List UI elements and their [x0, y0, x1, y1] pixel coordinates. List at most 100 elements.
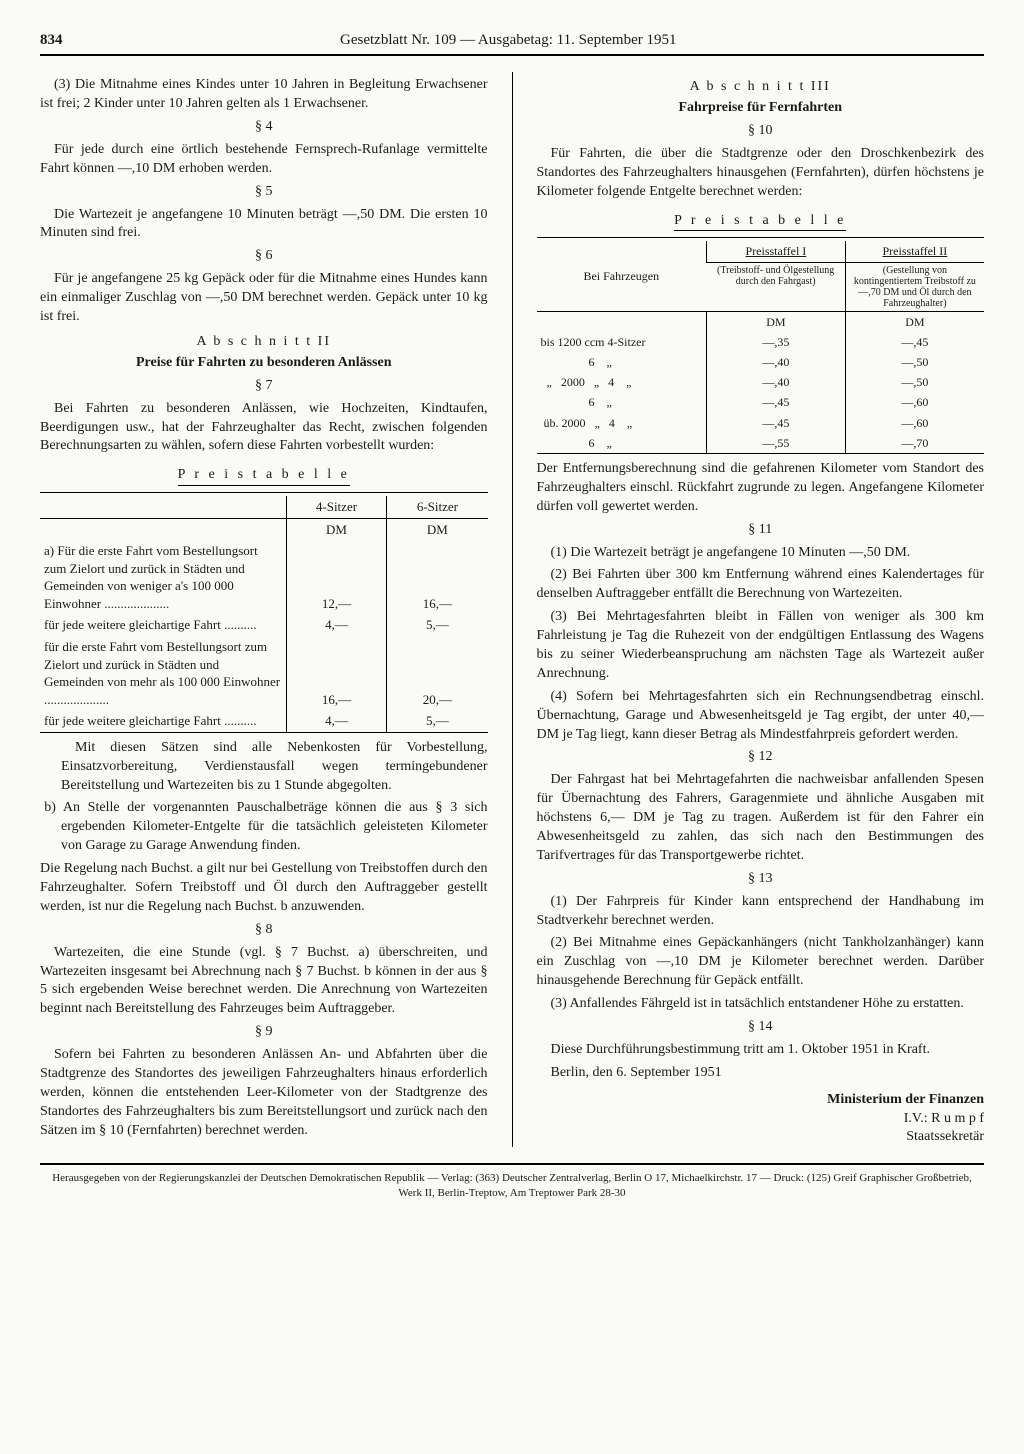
t2-subhead-2: (Gestellung von kontingentiertem Treibst…: [845, 262, 984, 311]
section-8-text: Wartezeiten, die eine Stunde (vgl. § 7 B…: [40, 944, 488, 1020]
t2-row-3-desc: 6 „: [537, 392, 707, 412]
section-9-marker: § 9: [40, 1023, 488, 1042]
t1-row-2-c1: 16,—: [286, 636, 387, 710]
content-columns: (3) Die Mitnahme eines Kindes unter 10 J…: [40, 72, 984, 1147]
section-4-marker: § 4: [40, 118, 488, 137]
abschnitt-2-heading: A b s c h n i t t II: [40, 333, 488, 352]
section-9-text: Sofern bei Fahrten zu besonderen Anlässe…: [40, 1046, 488, 1140]
t2-row-2-desc: „ 2000 „ 4 „: [537, 372, 707, 392]
t1-row-3-desc: für jede weitere gleichartige Fahrt ....…: [40, 710, 286, 732]
section-13-p3: (3) Anfallendes Fährgeld ist in tatsächl…: [537, 995, 985, 1014]
abschnitt-2-subheading: Preise für Fahrten zu besonderen Anlässe…: [40, 354, 488, 373]
preistabelle-2-title: P r e i s t a b e l l e: [674, 212, 846, 232]
t2-row-1-desc: 6 „: [537, 352, 707, 372]
signatory-iv: I.V.: R u m p f: [537, 1110, 985, 1129]
page-footer: Herausgegeben von der Regierungskanzlei …: [40, 1163, 984, 1201]
ministry-name: Ministerium der Finanzen: [537, 1091, 985, 1110]
left-column: (3) Die Mitnahme eines Kindes unter 10 J…: [40, 72, 488, 1147]
t2-row-0-c2: —,45: [845, 332, 984, 352]
t2-row-4-c1: —,45: [707, 413, 846, 433]
price-table-1: 4-Sitzer 6-Sitzer DM DM a) Für die erste…: [40, 496, 488, 733]
section-7-after-2: Die Regelung nach Buchst. a gilt nur bei…: [40, 860, 488, 917]
section-13-marker: § 13: [537, 870, 985, 889]
header-title: Gesetzblatt Nr. 109 — Ausgabetag: 11. Se…: [63, 30, 955, 50]
section-7-b: b) An Stelle der vorgenannten Pauschalbe…: [40, 799, 488, 856]
t2-row-5-desc: 6 „: [537, 433, 707, 454]
t2-dm-1: DM: [707, 311, 846, 332]
t2-row-4-desc: üb. 2000 „ 4 „: [537, 413, 707, 433]
section-4-text: Für jede durch eine örtlich bestehende F…: [40, 141, 488, 179]
page-header: 834 Gesetzblatt Nr. 109 — Ausgabetag: 11…: [40, 30, 984, 56]
t2-row-3-c1: —,45: [707, 392, 846, 412]
t1-row-2-c2: 20,—: [387, 636, 488, 710]
t2-row-2-c2: —,50: [845, 372, 984, 392]
para-3: (3) Die Mitnahme eines Kindes unter 10 J…: [40, 76, 488, 114]
section-7-text: Bei Fahrten zu besonderen Anlässen, wie …: [40, 400, 488, 457]
t1-row-1-c2: 5,—: [387, 614, 488, 636]
t1-row-3-c2: 5,—: [387, 710, 488, 732]
price-table-2: Bei Fahrzeugen Preisstaffel I Preisstaff…: [537, 241, 985, 454]
t1-row-0-desc: a) Für die erste Fahrt vom Bestellungsor…: [40, 540, 286, 614]
section-6-marker: § 6: [40, 247, 488, 266]
section-6-text: Für je angefangene 25 kg Gepäck oder für…: [40, 270, 488, 327]
section-5-marker: § 5: [40, 183, 488, 202]
abschnitt-3-heading: A b s c h n i t t III: [537, 78, 985, 97]
section-14-marker: § 14: [537, 1018, 985, 1037]
t2-dm-2: DM: [845, 311, 984, 332]
t1-row-0-c2: 16,—: [387, 540, 488, 614]
abschnitt-3-subheading: Fahrpreise für Fernfahrten: [537, 99, 985, 118]
section-5-text: Die Wartezeit je angefangene 10 Minuten …: [40, 206, 488, 244]
t1-row-1-desc: für jede weitere gleichartige Fahrt ....…: [40, 614, 286, 636]
t2-row-2-c1: —,40: [707, 372, 846, 392]
t2-row-0-desc: bis 1200 ccm 4-Sitzer: [537, 332, 707, 352]
section-14-text: Diese Durchführungsbestimmung tritt am 1…: [537, 1041, 985, 1060]
section-11-p3: (3) Bei Mehrtagesfahrten bleibt in Fälle…: [537, 608, 985, 684]
column-divider: [512, 72, 513, 1147]
section-11-p4: (4) Sofern bei Mehrtagesfahrten sich ein…: [537, 688, 985, 745]
document-date: Berlin, den 6. September 1951: [537, 1064, 985, 1083]
preistabelle-2-title-wrap: P r e i s t a b e l l e: [537, 206, 985, 234]
t1-row-3-c1: 4,—: [286, 710, 387, 732]
t2-row-0-c1: —,35: [707, 332, 846, 352]
t1-row-2-desc: für die erste Fahrt vom Bestellungsort z…: [40, 636, 286, 710]
preistabelle-1-title: P r e i s t a b e l l e: [178, 466, 350, 486]
section-13-p2: (2) Bei Mitnahme eines Gepäckanhängers (…: [537, 934, 985, 991]
t2-subhead-1: (Treibstoff- und Ölgestellung durch den …: [707, 262, 846, 311]
t2-row-5-c2: —,70: [845, 433, 984, 454]
t2-row-4-c2: —,60: [845, 413, 984, 433]
t1-row-0-c1: 12,—: [286, 540, 387, 614]
page-number: 834: [40, 30, 63, 50]
section-11-p1: (1) Die Wartezeit beträgt je angefangene…: [537, 544, 985, 563]
footer-text: Herausgegeben von der Regierungskanzlei …: [52, 1172, 972, 1199]
t1-header-4sitzer: 4-Sitzer: [286, 496, 387, 518]
t2-header-fahrzeuge: Bei Fahrzeugen: [537, 241, 707, 311]
section-13-p1: (1) Der Fahrpreis für Kinder kann entspr…: [537, 893, 985, 931]
t2-header-staffel2: Preisstaffel II: [845, 241, 984, 262]
t1-header-6sitzer: 6-Sitzer: [387, 496, 488, 518]
t1-dm-1: DM: [286, 518, 387, 540]
t1-dm-2: DM: [387, 518, 488, 540]
t2-row-1-c1: —,40: [707, 352, 846, 372]
signature-block: Ministerium der Finanzen I.V.: R u m p f…: [537, 1091, 985, 1148]
page: 834 Gesetzblatt Nr. 109 — Ausgabetag: 11…: [40, 30, 984, 1201]
section-7-marker: § 7: [40, 377, 488, 396]
signatory-title: Staatssekretär: [537, 1128, 985, 1147]
right-column: A b s c h n i t t III Fahrpreise für Fer…: [537, 72, 985, 1147]
preistabelle-1-title-wrap: P r e i s t a b e l l e: [40, 460, 488, 488]
section-8-marker: § 8: [40, 921, 488, 940]
section-12-text: Der Fahrgast hat bei Mehrtagefahrten die…: [537, 771, 985, 865]
section-7-after-1: Mit diesen Sätzen sind alle Nebenkosten …: [61, 739, 488, 796]
section-10-text: Für Fahrten, die über die Stadtgrenze od…: [537, 145, 985, 202]
t2-row-1-c2: —,50: [845, 352, 984, 372]
section-10-after: Der Entfernungsberechnung sind die gefah…: [537, 460, 985, 517]
section-11-p2: (2) Bei Fahrten über 300 km Entfernung w…: [537, 566, 985, 604]
t1-dm-empty: [40, 518, 286, 540]
t1-header-empty: [40, 496, 286, 518]
t2-row-5-c1: —,55: [707, 433, 846, 454]
t2-dm-empty: [537, 311, 707, 332]
section-10-marker: § 10: [537, 122, 985, 141]
t1-row-1-c1: 4,—: [286, 614, 387, 636]
section-12-marker: § 12: [537, 748, 985, 767]
t2-row-3-c2: —,60: [845, 392, 984, 412]
t2-header-staffel1: Preisstaffel I: [707, 241, 846, 262]
